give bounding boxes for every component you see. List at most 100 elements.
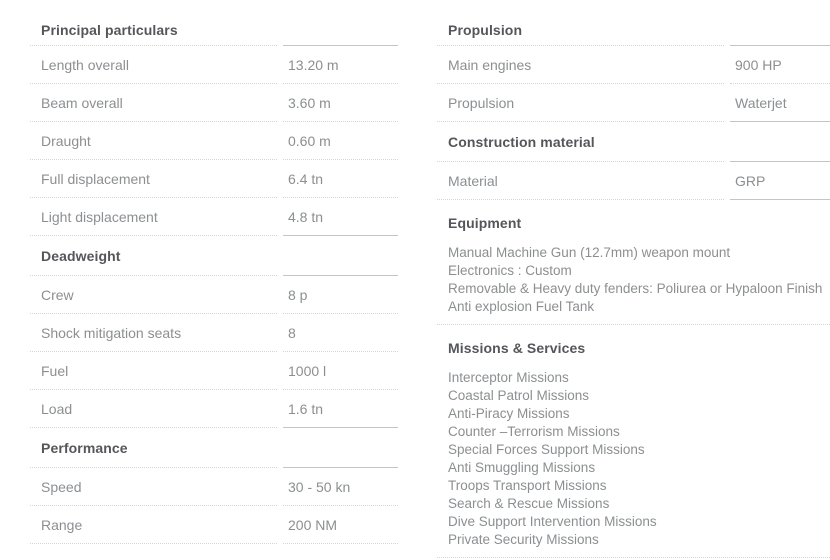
spec-row: Shock mitigation seats 8 — [30, 314, 398, 352]
spec-row: Main engines 900 HP — [437, 46, 830, 84]
spec-value-cell: 6.4 tn — [283, 160, 398, 198]
spec-label: Light displacement — [41, 208, 158, 225]
section-header-row: Principal particulars — [30, 14, 398, 46]
spec-label: Beam overall — [41, 94, 123, 111]
section-title: Equipment — [448, 215, 522, 231]
spec-value: 0.60 m — [288, 132, 331, 149]
spec-value: 200 NM — [288, 516, 338, 533]
section-header-cell: Deadweight — [30, 236, 277, 276]
spec-value: 900 HP — [735, 56, 782, 73]
right-spec-column: Propulsion Main engines 900 HP Propulsion Wa… — [437, 14, 830, 558]
spec-label-cell: Propulsion — [437, 84, 724, 122]
section-header-row: Construction material — [437, 122, 830, 162]
spec-label-cell: Range — [30, 506, 277, 544]
spec-row: Material GRP — [437, 162, 830, 200]
section-title: Construction material — [448, 133, 595, 150]
list-item: Troops Transport Missions — [448, 478, 607, 493]
spec-label: Draught — [41, 132, 91, 149]
section-header-row: Deadweight — [30, 236, 398, 276]
section-header-spacer-cell — [283, 428, 398, 468]
section-performance: Performance Speed 30 - 50 kn Range 200 NM — [30, 428, 398, 544]
section-header-spacer-cell — [283, 236, 398, 276]
left-spec-column: Principal particulars Length overall 13.20… — [30, 14, 398, 544]
section-divider — [437, 557, 830, 558]
list-item: Manual Machine Gun (12.7mm) weapon mount — [448, 245, 731, 260]
spec-label-cell: Speed — [30, 468, 277, 506]
spec-value-cell: 1000 l — [283, 352, 398, 390]
section-header-spacer-cell — [283, 14, 398, 46]
section-title: Deadweight — [41, 247, 121, 264]
spec-label: Length overall — [41, 56, 129, 73]
spec-label: Load — [41, 400, 73, 417]
spec-row: Beam overall 3.60 m — [30, 84, 398, 122]
list-item: Dive Support Intervention Missions — [448, 514, 657, 529]
spec-value: 30 - 50 kn — [288, 478, 351, 495]
list-item: Counter –Terrorism Missions — [448, 424, 620, 439]
spec-value-cell: 13.20 m — [283, 46, 398, 84]
section-header-row: Performance — [30, 428, 398, 468]
list-item: Anti Smuggling Missions — [448, 460, 596, 475]
spec-value: GRP — [735, 172, 766, 189]
spec-label: Full displacement — [41, 170, 150, 187]
spec-row: Fuel 1000 l — [30, 352, 398, 390]
list-item: Interceptor Missions — [448, 370, 569, 385]
section-divider — [437, 324, 830, 325]
spec-label: Material — [448, 172, 498, 189]
feature-list: Manual Machine Gun (12.7mm) weapon mount… — [437, 244, 830, 316]
spec-value-cell: Waterjet — [730, 84, 830, 122]
spec-label: Main engines — [448, 56, 532, 73]
spec-label-cell: Beam overall — [30, 84, 277, 122]
spec-value-cell: 1.6 tn — [283, 390, 398, 428]
section-title: Propulsion — [448, 21, 523, 38]
list-item: Electronics : Custom — [448, 263, 572, 278]
spec-row: Draught 0.60 m — [30, 122, 398, 160]
section-header-spacer-cell — [730, 14, 830, 46]
section-header-row: Propulsion — [437, 14, 830, 46]
spec-label-cell: Material — [437, 162, 724, 200]
list-item: Private Security Missions — [448, 532, 599, 547]
spec-value-cell: 200 NM — [283, 506, 398, 544]
spec-label: Range — [41, 516, 83, 533]
section-header-cell: Propulsion — [437, 14, 724, 46]
spec-label: Speed — [41, 478, 82, 495]
list-item: Special Forces Support Missions — [448, 442, 645, 457]
spec-row: Full displacement 6.4 tn — [30, 160, 398, 198]
spec-value: 3.60 m — [288, 94, 331, 111]
spec-label-cell: Light displacement — [30, 198, 277, 236]
spec-value-cell: GRP — [730, 162, 830, 200]
spec-label-cell: Load — [30, 390, 277, 428]
section-header-cell: Principal particulars — [30, 14, 277, 46]
section-construction-material: Construction material Material GRP — [437, 122, 830, 200]
spec-value-cell: 8 p — [283, 276, 398, 314]
spec-row: Light displacement 4.8 tn — [30, 198, 398, 236]
spec-value: 8 p — [288, 286, 308, 303]
section-title: Performance — [41, 439, 128, 456]
spec-value: 6.4 tn — [288, 170, 324, 187]
spec-label: Propulsion — [448, 94, 515, 111]
spec-value: 8 — [288, 324, 296, 341]
section-deadweight: Deadweight Crew 8 p Shock mitigation seats 8… — [30, 236, 398, 428]
spec-value-cell: 30 - 50 kn — [283, 468, 398, 506]
list-item: Coastal Patrol Missions — [448, 388, 590, 403]
section-title: Missions & Services — [448, 340, 586, 356]
section-principal-particulars: Principal particulars Length overall 13.20… — [30, 14, 398, 236]
list-item: Anti explosion Fuel Tank — [448, 299, 595, 314]
section-header-spacer-cell — [730, 122, 830, 162]
spec-value: 1000 l — [288, 362, 327, 379]
spec-label-cell: Length overall — [30, 46, 277, 84]
spec-value-cell: 8 — [283, 314, 398, 352]
feature-list: Interceptor Missions Coastal Patrol Missi… — [437, 369, 830, 549]
spec-row: Load 1.6 tn — [30, 390, 398, 428]
section-missions-services: Missions & Services Interceptor Missions C… — [437, 325, 830, 558]
spec-label-cell: Full displacement — [30, 160, 277, 198]
section-title: Principal particulars — [41, 21, 178, 38]
spec-row: Speed 30 - 50 kn — [30, 468, 398, 506]
spec-value-cell: 4.8 tn — [283, 198, 398, 236]
spec-row: Propulsion Waterjet — [437, 84, 830, 122]
spec-label-cell: Crew — [30, 276, 277, 314]
spec-row: Crew 8 p — [30, 276, 398, 314]
spec-value-cell: 0.60 m — [283, 122, 398, 160]
list-item: Search & Rescue Missions — [448, 496, 610, 511]
spec-row: Range 200 NM — [30, 506, 398, 544]
